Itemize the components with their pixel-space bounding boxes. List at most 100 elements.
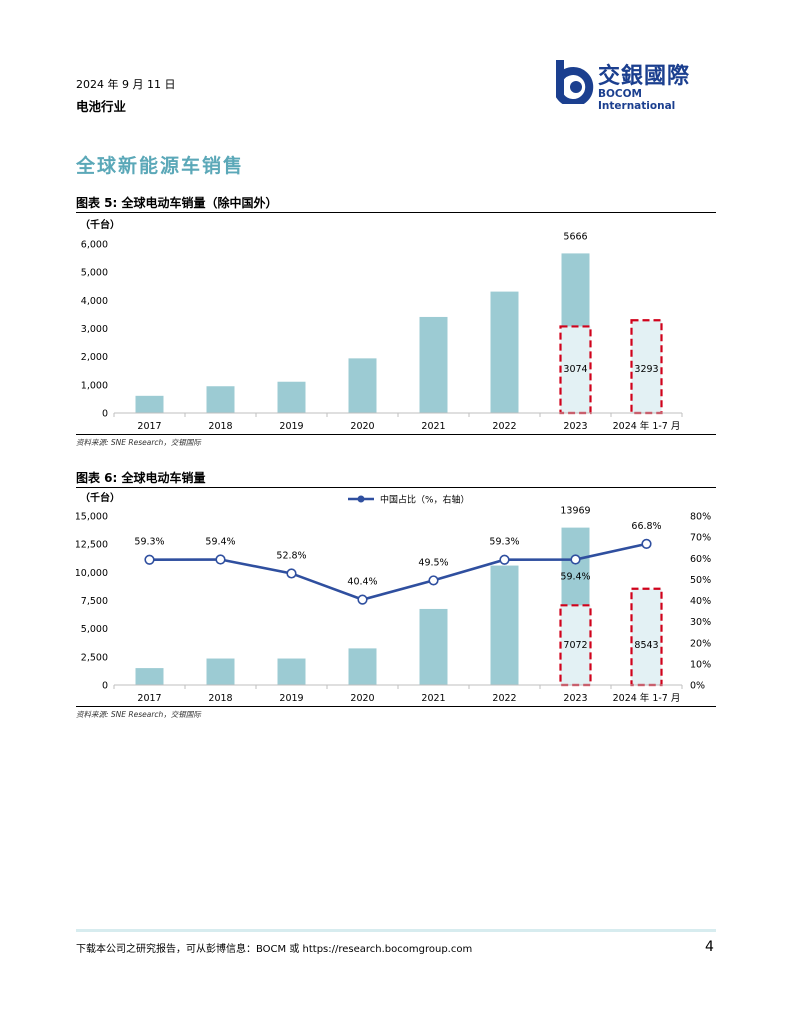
highlight-box-2023	[559, 325, 592, 415]
figure5-bottom-rule	[76, 434, 716, 435]
y-tick-label: 0	[102, 681, 108, 692]
y2-tick-label: 30%	[690, 617, 711, 628]
x-tick-label: 2023	[563, 693, 587, 704]
china-share-label: 59.3%	[134, 537, 164, 548]
china-share-point	[144, 554, 155, 565]
highlight-box-2024 年 1-7 月	[630, 587, 663, 687]
china-share-label: 59.4%	[560, 572, 590, 583]
y-tick-label: 3,000	[81, 324, 108, 335]
highlight-value-label: 8543	[634, 640, 658, 651]
bar-2017	[135, 395, 164, 413]
figure6-bottom-rule	[76, 706, 716, 707]
china-share-point	[215, 554, 226, 565]
logo-english-text: BOCOM International	[598, 88, 676, 112]
figure6-title: 图表 6: 全球电动车销量	[76, 471, 206, 485]
bar-total-label: 5666	[563, 231, 587, 242]
y-tick-label: 6,000	[81, 240, 108, 251]
x-tick-label: 2018	[208, 693, 232, 704]
y-axis-unit-label: （千台）	[80, 218, 120, 231]
footer-bar	[76, 929, 716, 932]
x-tick-label: 2017	[137, 693, 161, 704]
y2-tick-label: 80%	[690, 512, 711, 523]
china-share-point	[286, 568, 297, 579]
y2-tick-label: 60%	[690, 554, 711, 565]
x-tick-label: 2024 年 1-7 月	[613, 420, 681, 432]
china-share-point	[428, 575, 439, 586]
y-tick-label: 4,000	[81, 296, 108, 307]
legend-label: 中国占比（%，右轴）	[380, 494, 470, 506]
china-share-point	[357, 594, 368, 605]
figure6-top-rule	[76, 487, 716, 488]
china-share-line	[149, 542, 647, 602]
y2-tick-label: 70%	[690, 533, 711, 544]
china-share-label: 52.8%	[276, 550, 306, 561]
y2-tick-label: 20%	[690, 638, 711, 649]
x-tick-label: 2024 年 1-7 月	[613, 692, 681, 704]
china-share-label: 59.4%	[205, 537, 235, 548]
y-tick-label: 2,500	[81, 652, 108, 663]
bar-2022	[490, 565, 519, 685]
figure5-chart: （千台） 0 1,000 2,000 3,000 4,000 5,000 6,000 3074 3…	[80, 218, 683, 432]
x-tick-label: 2021	[421, 693, 445, 704]
y-tick-label: 5,000	[81, 624, 108, 635]
china-share-label: 49.5%	[418, 557, 448, 568]
china-share-label: 40.4%	[347, 577, 377, 588]
highlight-box-2024 年 1-7 月	[630, 319, 663, 415]
report-date: 2024 年 9 月 11 日	[76, 78, 176, 91]
figure5-source: 资料来源: SNE Research，交银国际	[76, 438, 201, 447]
figure5-title: 图表 5: 全球电动车销量（除中国外）	[76, 196, 278, 210]
x-tick-label: 2017	[137, 421, 161, 432]
y2-tick-label: 0%	[690, 681, 705, 692]
bar-2020	[348, 648, 377, 685]
x-tick-label: 2020	[350, 421, 374, 432]
y-tick-label: 0	[102, 409, 108, 420]
figure5-top-rule	[76, 212, 716, 213]
y2-tick-label: 10%	[690, 659, 711, 670]
bar-2018	[206, 658, 235, 685]
bar-2018	[206, 386, 235, 413]
highlight-value-label: 3074	[563, 364, 587, 375]
china-share-label: 66.8%	[631, 521, 661, 532]
bar-total-label: 13969	[560, 506, 590, 517]
x-tick-label: 2023	[563, 421, 587, 432]
y-tick-label: 10,000	[76, 568, 108, 579]
bar-2022	[490, 291, 519, 413]
highlight-value-label: 7072	[563, 640, 587, 651]
y2-tick-label: 50%	[690, 575, 711, 586]
y-tick-label: 12,500	[76, 540, 108, 551]
bar-2019	[277, 658, 306, 685]
y-tick-label: 7,500	[81, 596, 108, 607]
figure6-source: 资料来源: SNE Research，交银国际	[76, 710, 201, 719]
bar-2019	[277, 381, 306, 413]
x-tick-label: 2022	[492, 421, 516, 432]
y-axis-unit-label: （千台）	[80, 491, 120, 504]
x-tick-label: 2022	[492, 693, 516, 704]
legend-marker	[357, 495, 365, 503]
industry-name: 电池行业	[76, 99, 127, 114]
bocom-logo-icon	[556, 60, 594, 107]
bar-2021	[419, 608, 448, 685]
y-tick-label: 5,000	[81, 268, 108, 279]
x-tick-label: 2019	[279, 693, 303, 704]
x-tick-label: 2021	[421, 421, 445, 432]
logo-chinese-text: 交銀國際	[598, 64, 691, 89]
highlight-box-2023	[559, 604, 592, 687]
bar-2021	[419, 316, 448, 413]
bocom-logo: 交銀國際 BOCOM International	[552, 56, 722, 112]
x-tick-label: 2020	[350, 693, 374, 704]
bar-2020	[348, 358, 377, 413]
y-tick-label: 15,000	[76, 512, 108, 523]
x-tick-label: 2019	[279, 421, 303, 432]
page-number: 4	[705, 939, 714, 955]
y2-tick-label: 40%	[690, 596, 711, 607]
figure6-chart: （千台） 0 2,500 5,000 7,500 10,000 12,500 15,000 70…	[76, 491, 711, 704]
footer-text: 下载本公司之研究报告，可从彭博信息：BOCM 或 https://researc…	[76, 944, 473, 955]
x-tick-label: 2018	[208, 421, 232, 432]
china-share-label: 59.3%	[489, 537, 519, 548]
y-tick-label: 2,000	[81, 352, 108, 363]
y-tick-label: 1,000	[81, 380, 108, 391]
china-share-point	[499, 554, 510, 565]
bar-2017	[135, 668, 164, 685]
china-share-point	[641, 538, 652, 549]
section-title: 全球新能源车销售	[76, 155, 245, 177]
